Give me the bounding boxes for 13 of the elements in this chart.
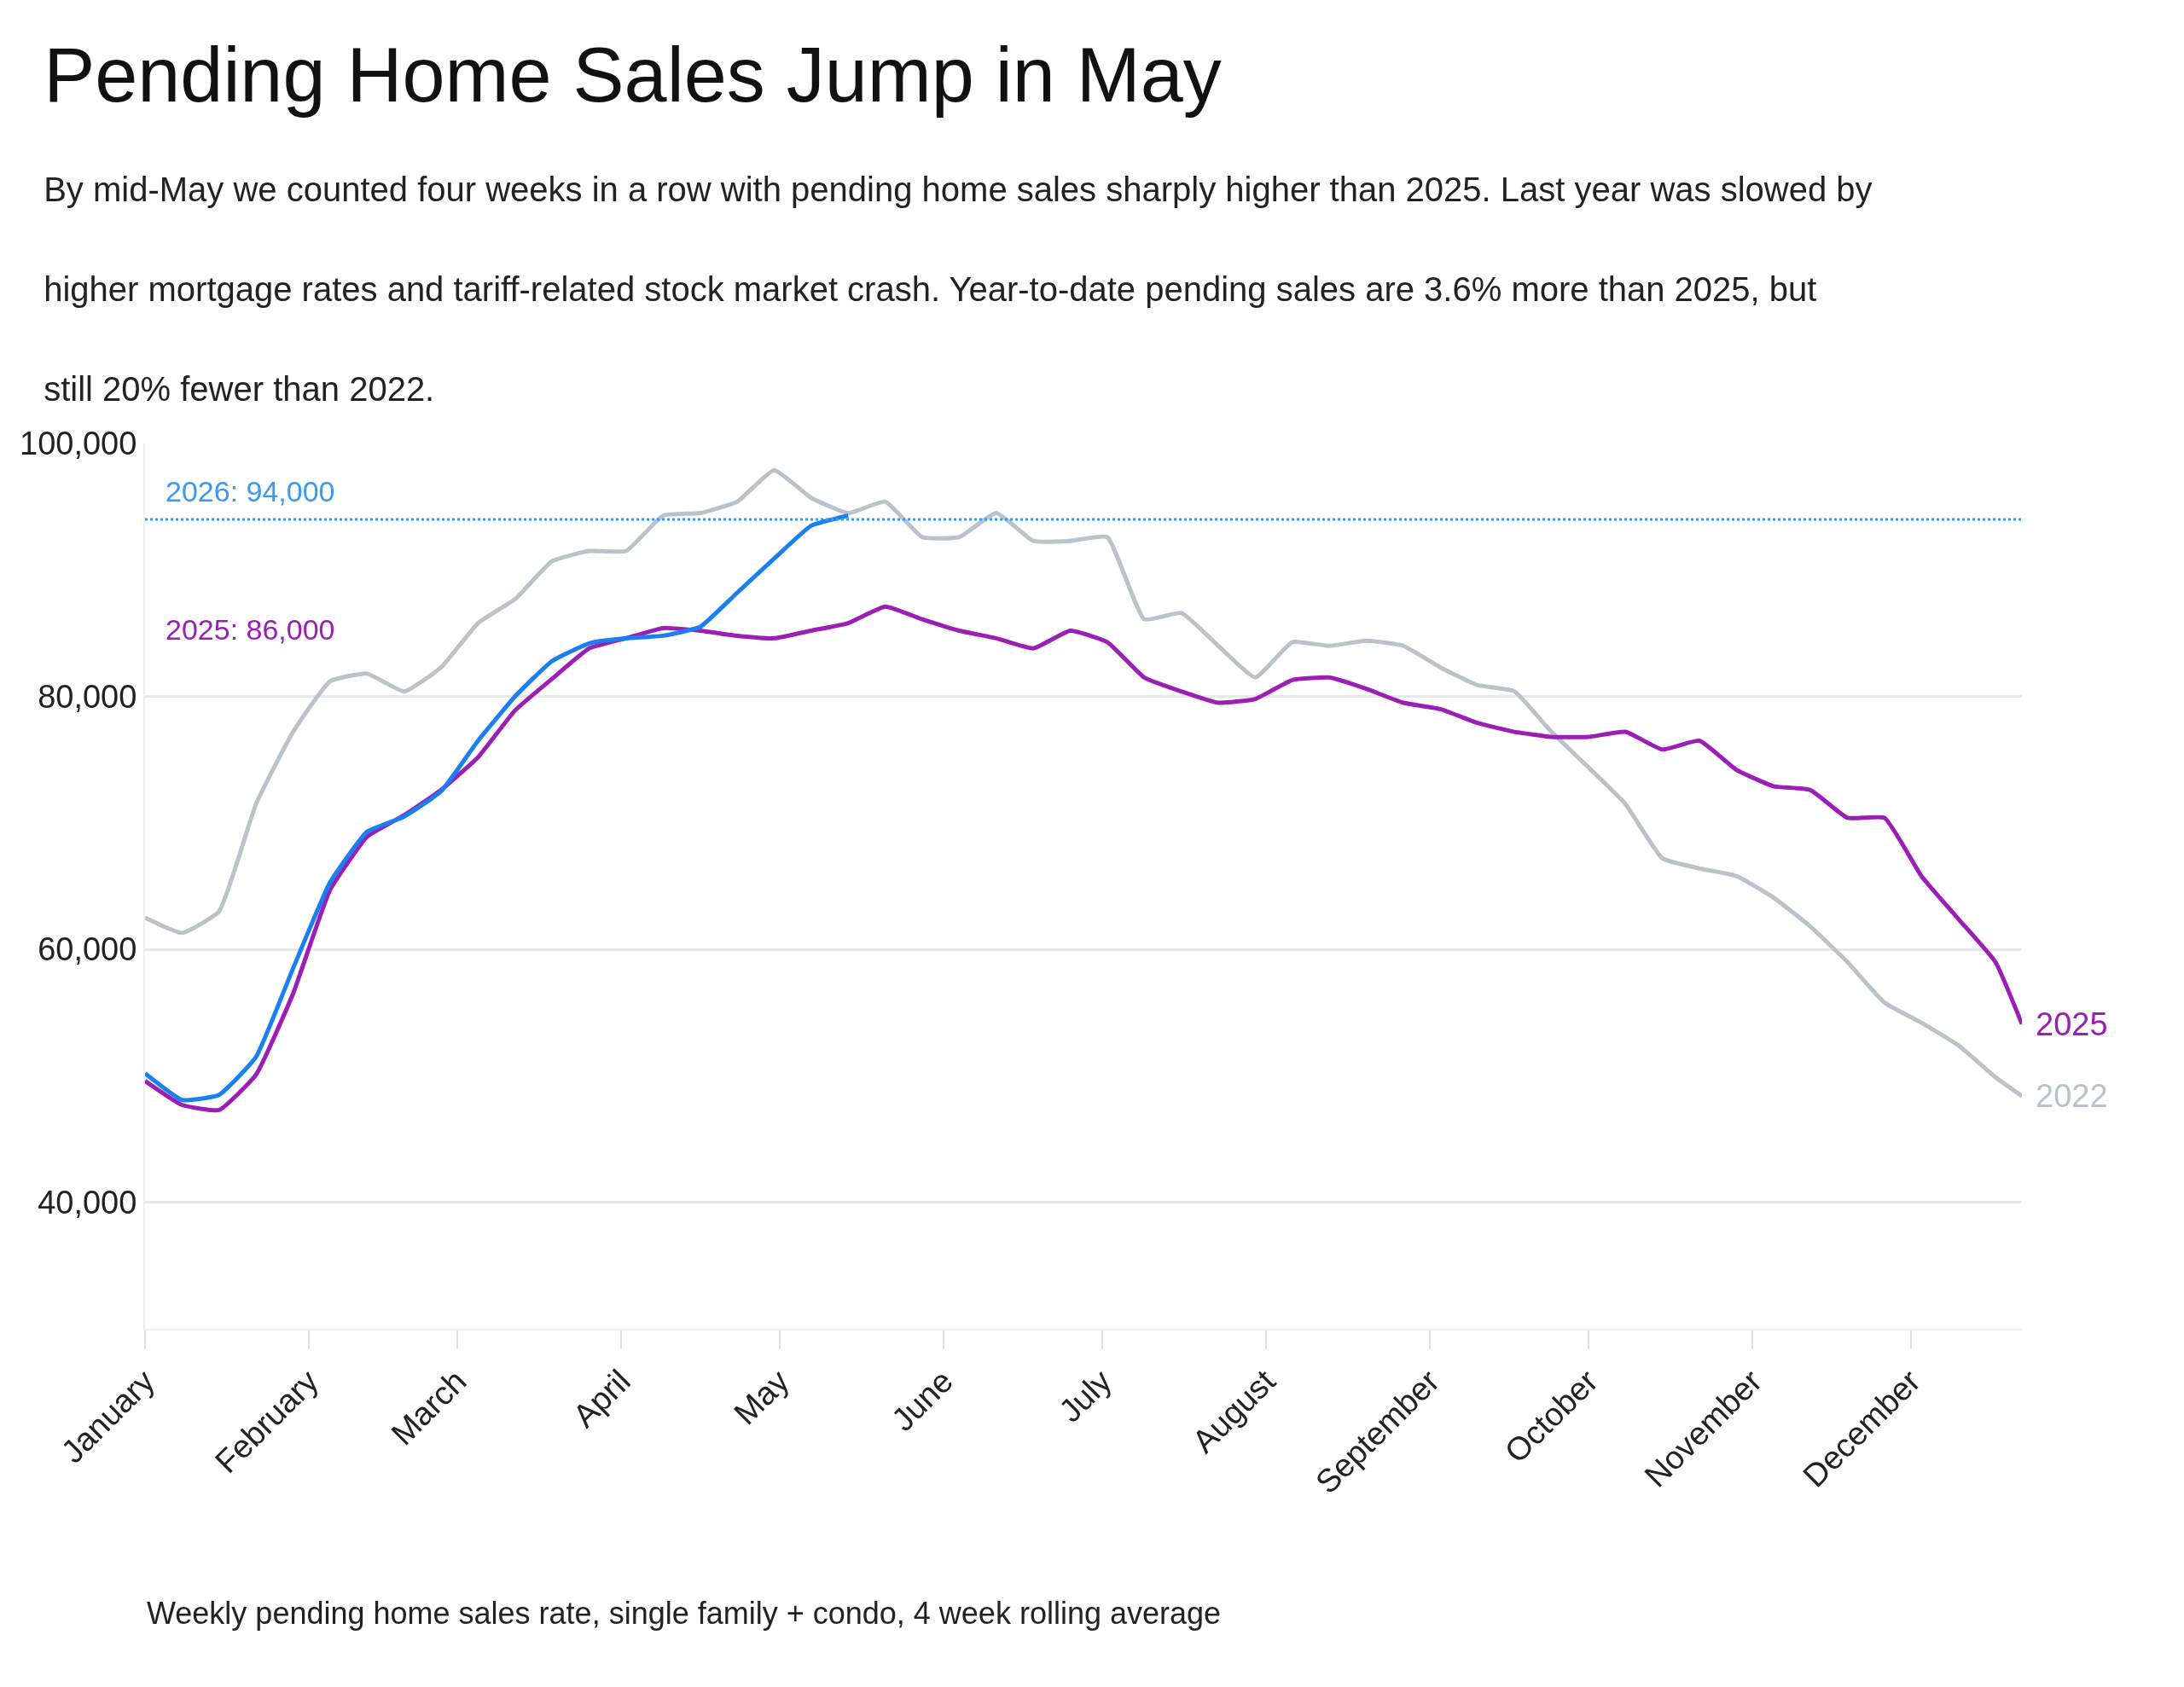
text: Weekly pending home sales rate, single family + condo, 4 week rolling average bbox=[147, 1596, 1222, 1631]
chart-title: Pending Home Sales Jump in May bbox=[44, 32, 1222, 118]
text: By mid-May we counted four weeks in a row with pending home sales sharply higher than 2025. Last year was slowed by higher mortgage rates and tariff-related stock market crash. Year-to-date pending sales are 3.6% more than 2025, but still 20% fewer than 2022. bbox=[44, 170, 1873, 408]
ref-line-label: 2026: 94,000 bbox=[166, 475, 335, 507]
x-tick-label: May bbox=[727, 1362, 796, 1432]
y-tick-label: 60,000 bbox=[38, 931, 137, 968]
y-tick-label: 100,000 bbox=[20, 426, 137, 462]
series-label: 2025 bbox=[2036, 1006, 2108, 1042]
annotation: 2025: 86,000 bbox=[166, 613, 335, 646]
series-label: 2022 bbox=[2036, 1078, 2108, 1114]
x-tick-label: July bbox=[1052, 1362, 1118, 1429]
y-tick-label: 40,000 bbox=[38, 1185, 137, 1221]
y-tick-label: 80,000 bbox=[38, 678, 137, 715]
